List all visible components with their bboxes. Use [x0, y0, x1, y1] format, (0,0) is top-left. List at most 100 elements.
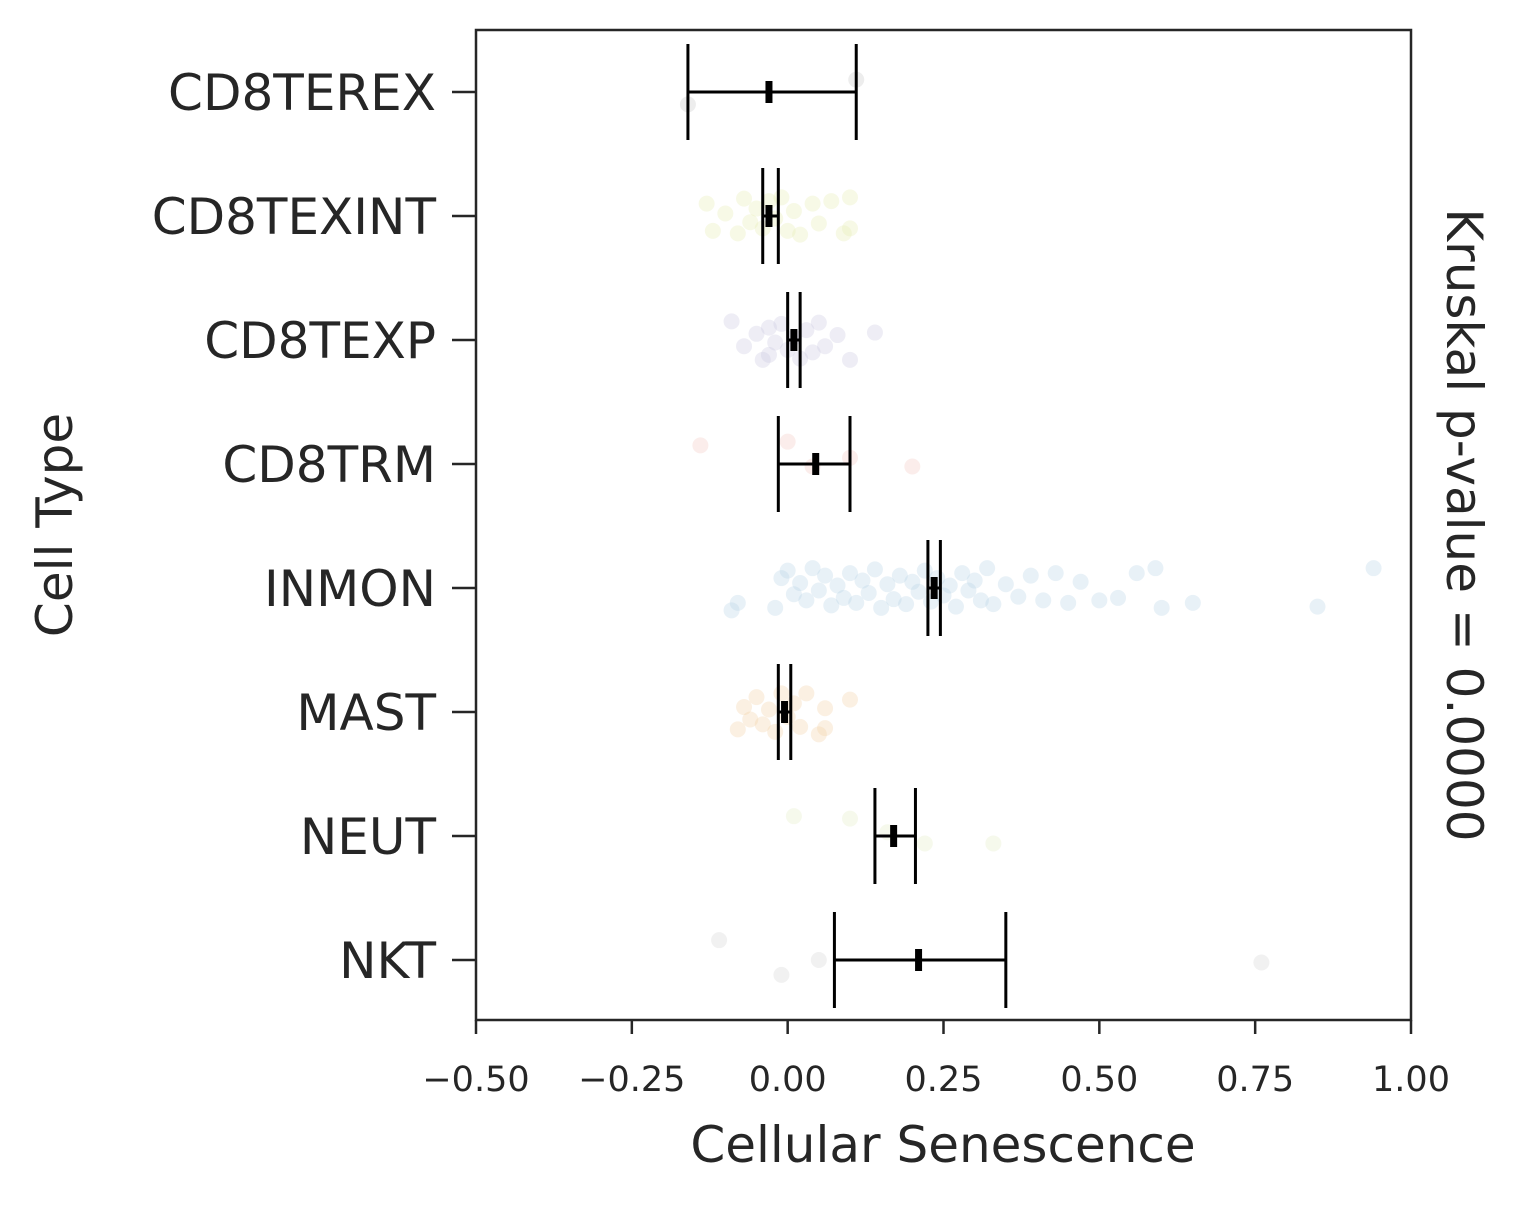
- data-point: [1072, 573, 1089, 590]
- data-point: [972, 592, 989, 609]
- data-point: [729, 225, 746, 242]
- data-point: [760, 319, 777, 336]
- data-point: [723, 313, 740, 330]
- data-point: [773, 315, 790, 332]
- data-point: [798, 322, 815, 339]
- y-tick-label: CD8TEXINT: [152, 188, 437, 246]
- data-point: [823, 597, 840, 614]
- data-point: [748, 689, 765, 706]
- data-point: [842, 810, 858, 827]
- data-point: [817, 700, 834, 717]
- data-point: [823, 193, 840, 210]
- data-point: [779, 562, 796, 579]
- data-point: [804, 195, 821, 212]
- x-tick-label: −0.25: [578, 1060, 685, 1100]
- data-point: [842, 220, 858, 237]
- data-point: [792, 718, 809, 735]
- data-point: [842, 691, 858, 708]
- data-point: [792, 226, 809, 243]
- data-point: [754, 351, 771, 368]
- data-point: [804, 560, 821, 577]
- data-point: [692, 437, 709, 454]
- data-point: [842, 189, 858, 206]
- data-point: [829, 577, 846, 594]
- x-tick-label: −0.50: [422, 1060, 529, 1100]
- data-point: [829, 327, 846, 344]
- data-point: [773, 685, 790, 702]
- data-point: [798, 685, 815, 702]
- data-point: [785, 808, 802, 825]
- data-point: [873, 599, 890, 616]
- data-point: [891, 567, 908, 584]
- data-point: [1047, 565, 1064, 582]
- data-point: [798, 592, 815, 609]
- data-point: [1035, 592, 1052, 609]
- data-point: [854, 572, 871, 589]
- data-point: [916, 835, 933, 852]
- y-tick-label: MAST: [296, 684, 436, 742]
- x-tick-label: 0.25: [905, 1060, 983, 1100]
- data-point: [866, 324, 883, 341]
- data-point: [985, 596, 1002, 613]
- data-point: [810, 952, 827, 968]
- x-axis: −0.50 −0.25 0.00 0.25 0.50 0.75 1.00: [422, 1020, 1450, 1100]
- data-point: [729, 594, 746, 611]
- data-point: [1184, 594, 1201, 611]
- data-point: [785, 586, 802, 603]
- data-point: [748, 325, 765, 342]
- data-point: [754, 716, 771, 733]
- y-tick-label: CD8TEXP: [204, 312, 436, 370]
- data-point: [767, 334, 784, 351]
- data-point: [910, 583, 927, 600]
- data-point: [835, 589, 852, 606]
- data-point: [979, 560, 996, 577]
- data-point: [804, 344, 821, 361]
- data-point: [817, 338, 834, 355]
- data-point: [723, 602, 740, 619]
- data-point: [767, 723, 784, 740]
- data-point: [1153, 599, 1170, 616]
- kruskal-p-value-annotation: Kruskal p-value = 0.0000: [1435, 208, 1493, 841]
- data-point: [1128, 565, 1145, 582]
- data-point: [792, 575, 809, 592]
- error-bars: [686, 44, 1008, 1008]
- data-point: [779, 222, 796, 239]
- data-point: [742, 214, 759, 231]
- x-tick-label: 0.75: [1216, 1060, 1294, 1100]
- data-point: [1091, 592, 1108, 609]
- x-tick-label: 1.00: [1372, 1060, 1450, 1100]
- data-point: [947, 598, 964, 615]
- data-point: [1309, 598, 1326, 615]
- data-point: [748, 200, 765, 217]
- data-point: [698, 195, 715, 212]
- y-axis: CD8TEREX CD8TEXINT CD8TEXP CD8TRM INMON MAST N…: [152, 64, 476, 990]
- data-point: [773, 189, 790, 206]
- data-point: [760, 193, 777, 210]
- data-point: [885, 591, 902, 608]
- y-tick-label: NKT: [339, 932, 436, 990]
- data-point: [985, 835, 1002, 852]
- data-point: [729, 721, 746, 738]
- data-point: [954, 565, 971, 582]
- data-point: [773, 966, 790, 983]
- data-point: [760, 346, 777, 363]
- data-point: [966, 572, 983, 589]
- data-point: [736, 338, 753, 355]
- data-point: [835, 225, 852, 242]
- data-point: [810, 215, 827, 232]
- data-point: [1010, 588, 1027, 605]
- data-point: [842, 565, 858, 582]
- data-point: [767, 599, 784, 616]
- data-point: [997, 576, 1014, 593]
- data-point: [866, 561, 883, 578]
- data-point: [773, 570, 790, 587]
- y-axis-title: Cell Type: [26, 413, 84, 637]
- data-point: [810, 726, 827, 743]
- data-point: [1253, 954, 1270, 971]
- data-point: [879, 576, 896, 593]
- data-point: [736, 190, 753, 207]
- data-point: [1022, 567, 1039, 584]
- data-point: [785, 203, 802, 220]
- data-point: [810, 582, 827, 599]
